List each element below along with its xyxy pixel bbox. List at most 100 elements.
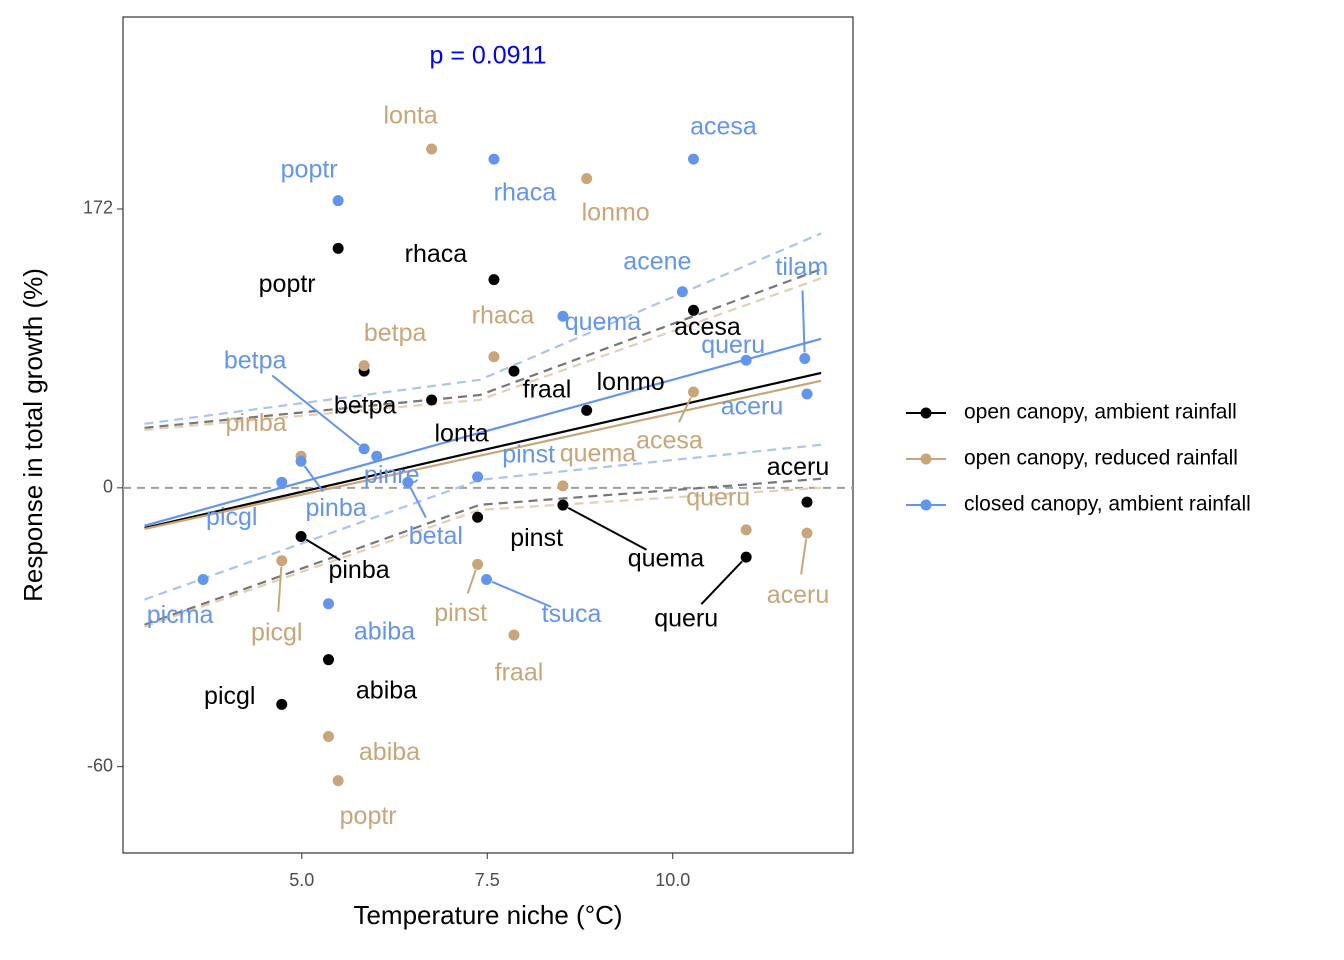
point xyxy=(801,496,813,508)
label-connector xyxy=(271,374,361,446)
x-axis-title: Temperature niche (°C) xyxy=(353,900,622,930)
point xyxy=(358,360,370,372)
point xyxy=(276,698,288,710)
p-value: p = 0.0911 xyxy=(429,42,546,70)
point-label: fraal xyxy=(495,659,544,687)
point-label: picgl xyxy=(206,503,257,531)
point-label: pinst xyxy=(434,599,487,627)
point-label: tsuca xyxy=(542,600,602,628)
point-label: rhaca xyxy=(472,301,535,329)
point-label: pinst xyxy=(502,441,555,469)
point xyxy=(799,353,811,365)
y-tick-label: -60 xyxy=(87,755,113,775)
point xyxy=(472,558,484,570)
point xyxy=(426,394,438,406)
point-label: aceru xyxy=(767,581,830,609)
point-label: betpa xyxy=(224,346,287,374)
x-tick-label: 5.0 xyxy=(289,870,314,890)
point-label: picgl xyxy=(251,618,302,646)
point xyxy=(472,511,484,523)
point xyxy=(687,153,699,165)
point xyxy=(801,388,813,400)
point-label: pinba xyxy=(225,409,286,437)
point xyxy=(740,524,752,536)
point xyxy=(481,573,493,585)
legend-label: open canopy, ambient rainfall xyxy=(964,401,1237,424)
y-tick-label: 0 xyxy=(103,477,113,497)
point xyxy=(322,654,334,666)
point-label: betal xyxy=(409,522,463,550)
point-label: acesa xyxy=(674,313,741,341)
confidence-band xyxy=(144,277,822,431)
point xyxy=(801,527,813,539)
label-connector xyxy=(303,465,324,493)
point xyxy=(488,274,500,286)
fit-line xyxy=(144,379,822,531)
point xyxy=(276,476,288,488)
point-label: quema xyxy=(565,308,642,336)
point xyxy=(322,730,334,742)
point xyxy=(332,775,344,787)
fit-line xyxy=(144,371,822,530)
point-label: acesa xyxy=(636,427,703,455)
point-label: quema xyxy=(628,545,705,573)
point xyxy=(557,480,569,492)
point xyxy=(371,450,383,462)
point xyxy=(557,310,569,322)
point-label: lonta xyxy=(435,420,489,448)
point xyxy=(426,143,438,155)
point xyxy=(276,555,288,567)
label-connector xyxy=(678,396,692,423)
point-label: acesa xyxy=(690,113,757,141)
point xyxy=(581,404,593,416)
point xyxy=(472,471,484,483)
point xyxy=(358,443,370,455)
point-label: poptr xyxy=(259,270,316,298)
point xyxy=(508,365,520,377)
point-label: abiba xyxy=(359,738,420,766)
point-label: aceru xyxy=(767,453,830,481)
point xyxy=(557,499,569,511)
point xyxy=(332,195,344,207)
plot-panel xyxy=(122,16,854,854)
label-connector xyxy=(409,487,427,519)
legend-label: closed canopy, ambient rainfall xyxy=(964,493,1251,516)
x-tick-label: 10.0 xyxy=(655,870,690,890)
point-label: fraal xyxy=(523,376,572,404)
point-label: quema xyxy=(560,440,637,468)
point-label: betpa xyxy=(364,319,427,347)
point-label: queru xyxy=(654,605,718,633)
point xyxy=(322,598,334,610)
legend-label: open canopy, reduced rainfall xyxy=(964,447,1238,470)
point xyxy=(295,530,307,542)
label-connector xyxy=(567,507,647,551)
point-label: lonta xyxy=(384,102,438,130)
label-connector xyxy=(305,538,341,561)
legend-key-point xyxy=(920,407,932,419)
legend-key-point xyxy=(920,499,932,511)
point-label: poptr xyxy=(281,155,338,183)
point-label: picma xyxy=(147,601,214,629)
point-label: acene xyxy=(623,247,691,275)
point xyxy=(295,455,307,467)
point-label: poptr xyxy=(340,802,397,830)
point xyxy=(687,304,699,316)
point-label: pinst xyxy=(510,524,563,552)
label-connector xyxy=(801,290,806,353)
label-connector xyxy=(466,569,477,594)
label-connector xyxy=(277,566,283,612)
point-label: tilam xyxy=(775,253,828,281)
confidence-band xyxy=(144,268,822,429)
point-label: lonmo xyxy=(597,368,665,396)
point xyxy=(740,354,752,366)
point-label: betpa xyxy=(334,392,397,420)
point xyxy=(687,386,699,398)
point xyxy=(402,476,414,488)
point xyxy=(581,173,593,185)
point-label: abiba xyxy=(354,617,415,645)
point xyxy=(332,242,344,254)
point-label: queru xyxy=(701,331,765,359)
point-label: abiba xyxy=(356,676,417,704)
point-label: aceru xyxy=(721,393,784,421)
